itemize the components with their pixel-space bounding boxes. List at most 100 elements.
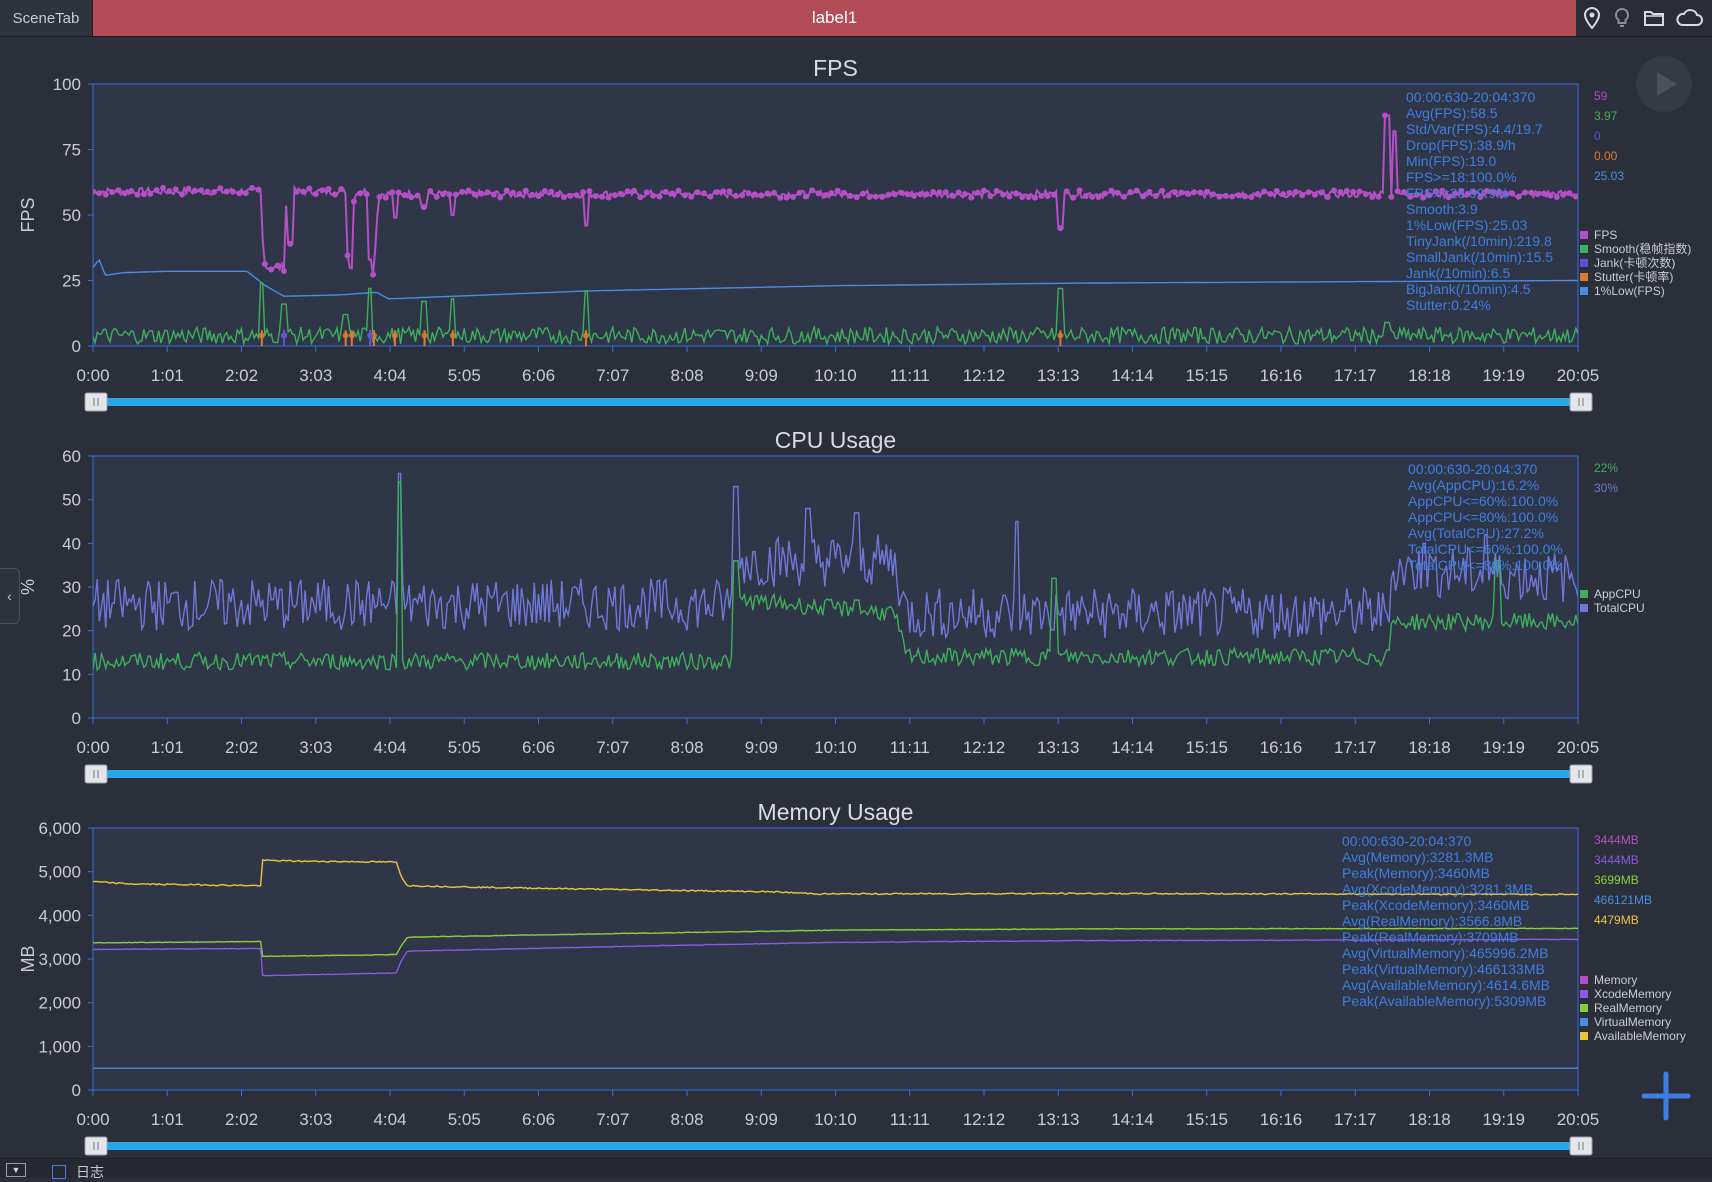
current-value: 30%	[1594, 481, 1618, 495]
series-fps-point	[700, 190, 707, 197]
series-fps-point	[618, 191, 625, 198]
y-tick-label: 1,000	[38, 1037, 81, 1056]
y-axis-label: MB	[18, 946, 38, 973]
cloud-icon[interactable]	[1674, 6, 1704, 30]
x-tick-label: 12:12	[963, 366, 1006, 385]
folder-icon[interactable]	[1642, 6, 1666, 30]
series-fps-point	[866, 194, 873, 201]
series-fps-point	[770, 189, 777, 196]
series-fps-point	[605, 194, 612, 201]
series-fps-point	[1318, 189, 1325, 196]
series-fps-point	[471, 191, 478, 198]
current-value: 3699MB	[1594, 873, 1639, 887]
series-fps-point	[599, 193, 606, 200]
x-tick-label: 6:06	[522, 366, 555, 385]
series-fps-point	[554, 191, 561, 198]
legend-swatch	[1580, 231, 1588, 239]
series-fps-point	[1490, 189, 1497, 196]
x-tick-label: 16:16	[1260, 738, 1303, 757]
y-tick-label: 50	[62, 491, 81, 510]
series-fps-point	[1413, 191, 1420, 198]
series-fps-point	[656, 193, 663, 200]
y-axis-label: %	[18, 579, 38, 595]
series-fps-point	[465, 187, 472, 194]
plot-area	[92, 83, 1579, 347]
x-tick-label: 0:00	[76, 1110, 109, 1129]
x-tick-label: 8:08	[670, 1110, 703, 1129]
side-panel-toggle[interactable]: ‹	[0, 568, 20, 624]
x-tick-label: 18:18	[1408, 738, 1451, 757]
legend-swatch	[1580, 287, 1588, 295]
add-icon[interactable]	[1638, 1068, 1694, 1124]
log-label: 日志	[76, 1164, 104, 1180]
series-fps-point	[592, 193, 599, 200]
series-fps-point	[1089, 193, 1096, 200]
legend-swatch	[1580, 1032, 1588, 1040]
range-handle-right[interactable]	[1569, 392, 1593, 412]
series-fps-point	[350, 198, 357, 205]
stat-line: Min(FPS):19.0	[1406, 153, 1496, 169]
range-handle-left[interactable]	[84, 392, 108, 412]
series-fps-point	[637, 194, 644, 201]
x-tick-label: 18:18	[1408, 366, 1451, 385]
series-fps-point	[140, 191, 147, 198]
bulb-icon[interactable]	[1610, 6, 1634, 30]
series-fps-point	[910, 192, 917, 199]
x-tick-label: 11:11	[890, 366, 930, 385]
series-fps-point	[796, 189, 803, 196]
series-fps-point	[217, 185, 224, 192]
series-fps-point	[1528, 189, 1535, 196]
stat-line: 00:00:630-20:04:370	[1408, 461, 1537, 477]
range-handle-right[interactable]	[1569, 764, 1593, 784]
series-fps-point	[1012, 190, 1019, 197]
x-tick-label: 17:17	[1334, 1110, 1377, 1129]
x-tick-label: 7:07	[596, 738, 629, 757]
label1-tab[interactable]: label1	[93, 0, 1576, 36]
series-fps-point	[834, 187, 841, 194]
series-stutter--mark	[421, 332, 428, 339]
series-fps-point	[1426, 192, 1433, 199]
series-fps-point	[1496, 189, 1503, 196]
series-fps-point	[344, 252, 351, 259]
series-fps-point	[452, 191, 459, 198]
series-fps-point	[1140, 193, 1147, 200]
series-fps-point	[223, 188, 230, 195]
plot-area	[92, 455, 1579, 719]
series-fps-point	[242, 190, 249, 197]
legend-entry: XcodeMemory	[1594, 987, 1671, 1001]
series-fps-point	[427, 188, 434, 195]
stat-line: Stutter:0.24%	[1406, 297, 1491, 313]
dropdown-button[interactable]: ▼	[6, 1163, 26, 1177]
series-fps-point	[535, 192, 542, 199]
current-value: 0.00	[1594, 149, 1618, 163]
legend-entry: Stutter(卡顿率)	[1594, 269, 1673, 284]
series-fps-point	[1076, 187, 1083, 194]
series-fps-point	[1070, 194, 1077, 201]
range-scrollbar[interactable]	[99, 398, 1572, 406]
series-fps-point	[726, 188, 733, 195]
series-fps-point	[1432, 188, 1439, 195]
x-tick-label: 13:13	[1037, 738, 1080, 757]
series-fps-point	[662, 188, 669, 195]
series-group	[93, 472, 1578, 672]
series-fps-point	[1401, 189, 1408, 196]
range-handle-left[interactable]	[84, 1136, 108, 1156]
current-value: 59	[1594, 89, 1608, 103]
stat-line: AppCPU<=60%:100.0%	[1408, 493, 1558, 509]
range-scrollbar[interactable]	[99, 1142, 1572, 1150]
range-scrollbar[interactable]	[99, 770, 1572, 778]
series-fps-point	[1178, 189, 1185, 196]
x-tick-label: 16:16	[1260, 366, 1303, 385]
range-handle-left[interactable]	[84, 764, 108, 784]
range-handle-right[interactable]	[1569, 1136, 1593, 1156]
series-fps-point	[1038, 192, 1045, 199]
series-smooth-	[93, 282, 1578, 346]
scene-tab[interactable]: SceneTab	[0, 0, 93, 36]
series-fps-point	[580, 189, 587, 196]
x-tick-label: 14:14	[1111, 366, 1154, 385]
play-button[interactable]	[1636, 56, 1692, 112]
series-fps-point	[433, 193, 440, 200]
location-pin-icon[interactable]	[1580, 6, 1604, 30]
series-fps-point	[1159, 187, 1166, 194]
series-fps-point	[1534, 191, 1541, 198]
